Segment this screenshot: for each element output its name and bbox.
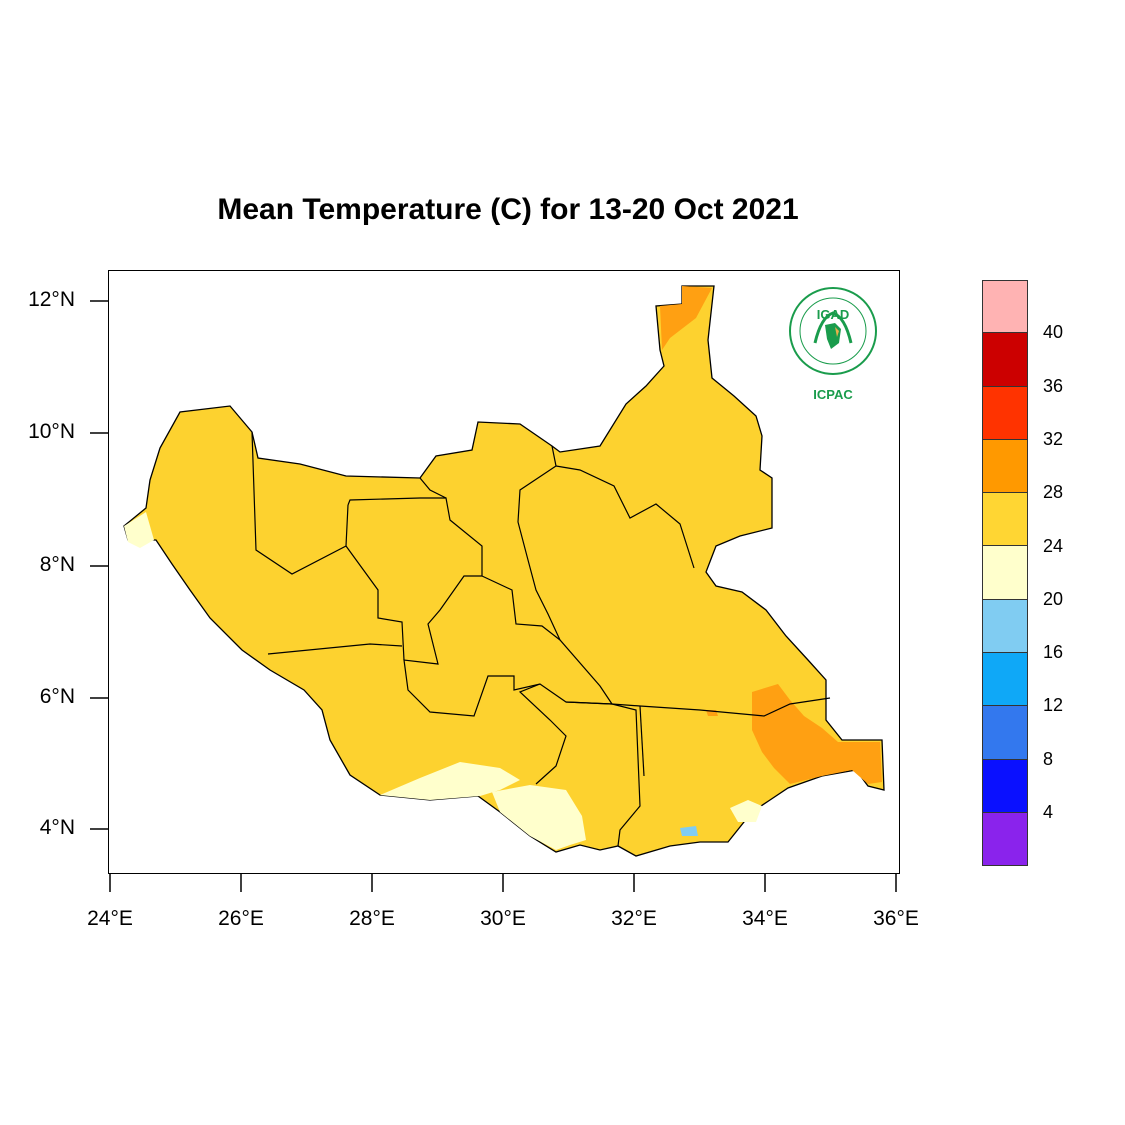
lat-label-4n: 4°N <box>39 816 75 839</box>
colorbar-swatch <box>982 812 1028 867</box>
colorbar-label: 40 <box>1043 322 1064 343</box>
colorbar-label: 36 <box>1043 375 1064 396</box>
colorbar-swatch <box>982 280 1028 334</box>
colorbar-label: 12 <box>1043 695 1064 716</box>
lat-ticks <box>90 300 108 830</box>
colorbar-swatch <box>982 439 1028 494</box>
colorbar-label: 24 <box>1043 535 1064 556</box>
cool-region-south-2 <box>492 785 586 850</box>
lon-ticks <box>109 874 897 892</box>
svg-text:IGAD: IGAD <box>817 307 850 322</box>
map-title: Mean Temperature (C) for 13-20 Oct 2021 <box>217 193 799 226</box>
lat-label-10n: 10°N <box>28 420 75 443</box>
state-boundaries <box>251 431 831 847</box>
colorbar-swatch <box>982 653 1028 707</box>
cool-region-south <box>380 762 520 800</box>
icpac-logo: IGAD ICPAC <box>781 287 885 417</box>
colorbar <box>982 280 1028 867</box>
colorbar-label: 28 <box>1043 482 1064 503</box>
colorbar-swatch <box>982 599 1028 654</box>
colorbar-label: 4 <box>1043 802 1054 822</box>
svg-text:ICPAC: ICPAC <box>813 387 853 402</box>
warm-region-north <box>660 286 712 350</box>
lon-label-24e: 24°E <box>87 907 133 930</box>
colorbar-swatch <box>982 759 1028 813</box>
cool-region-west <box>124 512 154 548</box>
cool-region-southeast <box>730 800 762 822</box>
colorbar-label: 32 <box>1043 428 1064 449</box>
warm-region-southeast <box>752 684 882 784</box>
colorbar-label: 16 <box>1043 642 1064 663</box>
lon-label-26e: 26°E <box>218 907 264 930</box>
lat-label-6n: 6°N <box>39 685 75 708</box>
igad-seal-icon: IGAD ICPAC <box>789 287 877 402</box>
lon-label-28e: 28°E <box>349 907 395 930</box>
colorbar-swatch <box>982 493 1028 547</box>
cold-spot <box>680 826 698 836</box>
colorbar-swatch <box>982 333 1028 387</box>
country-fill <box>123 285 885 857</box>
lon-label-34e: 34°E <box>742 907 788 930</box>
colorbar-swatch <box>982 546 1028 600</box>
lat-label-12n: 12°N <box>28 288 75 311</box>
lat-label-8n: 8°N <box>39 553 75 576</box>
colorbar-swatch <box>982 706 1028 760</box>
lon-label-32e: 32°E <box>611 907 657 930</box>
lon-label-36e: 36°E <box>873 907 919 930</box>
lon-label-30e: 30°E <box>480 907 526 930</box>
colorbar-swatch <box>982 386 1028 440</box>
colorbar-label: 8 <box>1043 748 1054 769</box>
colorbar-label: 20 <box>1043 588 1064 609</box>
